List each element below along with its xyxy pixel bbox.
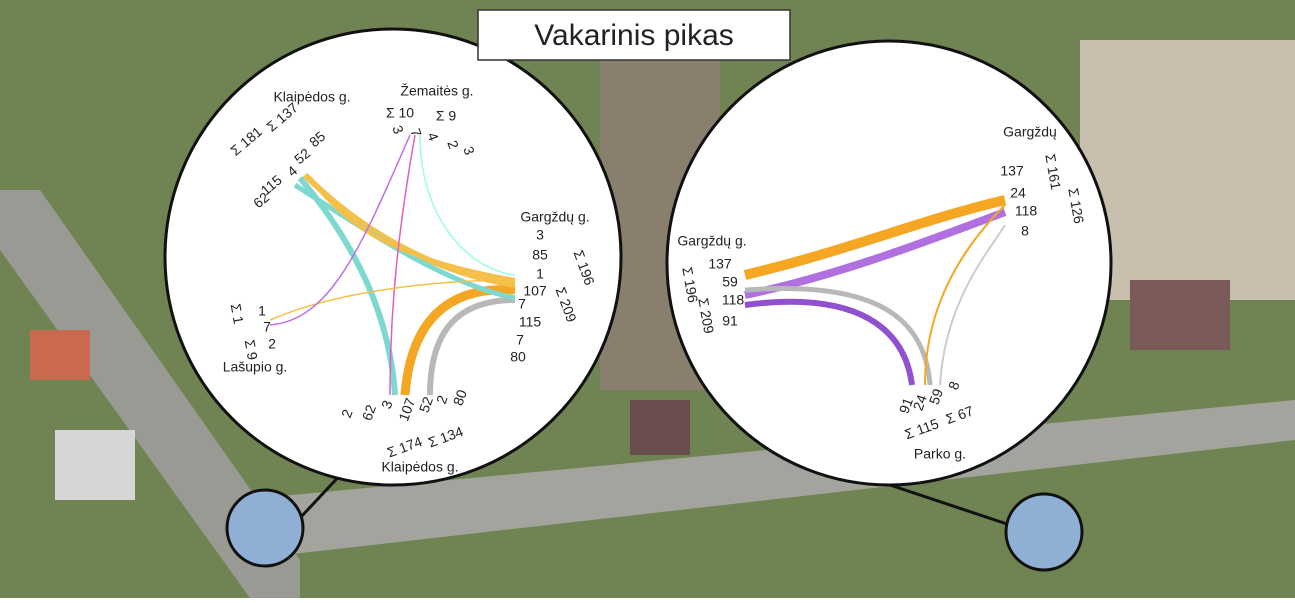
- sum-label: Σ 196: [679, 266, 701, 304]
- connector: [889, 483, 1011, 527]
- flow-count: 59: [926, 386, 946, 406]
- intersection-circle: [665, 39, 1113, 487]
- sum-label: Σ 209: [695, 297, 717, 335]
- roof: [30, 330, 90, 380]
- flow-count: 85: [532, 247, 548, 263]
- roof: [1130, 280, 1230, 350]
- flow-count: 107: [523, 283, 547, 299]
- flow: [743, 195, 1007, 280]
- flow: [389, 134, 416, 396]
- intersection-circle: [163, 27, 623, 487]
- flow: [269, 134, 411, 326]
- flow-count: 1: [258, 303, 266, 319]
- flow-count: 137: [1000, 163, 1024, 179]
- location-marker: [1004, 492, 1084, 572]
- sum-label: Σ 126: [1065, 187, 1087, 225]
- title-box: [477, 9, 791, 61]
- flow-count: 8: [1021, 223, 1029, 239]
- flow: [924, 204, 1006, 386]
- flow-count: 80: [510, 349, 526, 365]
- flow: [269, 279, 516, 321]
- street-name: Parko g.: [914, 446, 966, 462]
- flow: [427, 297, 516, 396]
- flow-count: 62: [359, 402, 379, 422]
- title: Vakarinis pikas: [534, 19, 734, 52]
- flow-count: 91: [896, 395, 916, 415]
- flows-left: [269, 134, 516, 396]
- flow-count: 59: [722, 274, 738, 290]
- street-name: Lašupio g.: [223, 359, 288, 375]
- flow: [939, 224, 1006, 386]
- street-name: Gargždų g.: [677, 233, 746, 249]
- flow-count: 3: [536, 227, 544, 243]
- flow-count: 1: [536, 266, 544, 282]
- flow: [744, 298, 915, 386]
- location-marker: [225, 488, 305, 568]
- flow-count: 2: [268, 336, 276, 352]
- street-name: Gargždų: [1003, 124, 1057, 140]
- street-name: Klaipėdos g.: [381, 459, 458, 475]
- flow-count: 7: [263, 319, 271, 335]
- flow-count: 52: [416, 394, 436, 414]
- sum-label: Σ 1: [228, 302, 247, 325]
- flow-count: 80: [450, 387, 470, 407]
- sum-label: Σ 161: [1042, 153, 1064, 191]
- flow: [308, 176, 516, 282]
- flow-count: 118: [722, 292, 745, 308]
- flows-right: [743, 195, 1007, 386]
- yard: [1080, 40, 1295, 300]
- flow-count: 137: [708, 256, 732, 272]
- road: [0, 190, 300, 598]
- roof: [55, 430, 135, 500]
- flow-count: 7: [518, 296, 526, 312]
- roof: [630, 400, 690, 455]
- sum-label: Σ 10: [386, 105, 414, 121]
- flow: [297, 176, 398, 396]
- flow-count: 118: [1015, 203, 1038, 219]
- flow-count: 24: [910, 392, 930, 412]
- flow-count: 91: [722, 313, 738, 329]
- flow-count: 115: [519, 314, 542, 330]
- street-name: Žemaitės g.: [400, 83, 473, 99]
- flow-count: 24: [1010, 185, 1026, 201]
- street-name: Klaipėdos g.: [273, 89, 350, 105]
- sum-label: Σ 9: [242, 338, 261, 361]
- road: [240, 400, 1295, 560]
- flow-count: 107: [395, 396, 418, 424]
- flow: [419, 134, 516, 276]
- sum-label: Σ 9: [436, 108, 457, 124]
- flow-count: 7: [516, 332, 524, 348]
- flow: [293, 182, 516, 301]
- street-name: Gargždų g.: [520, 209, 589, 225]
